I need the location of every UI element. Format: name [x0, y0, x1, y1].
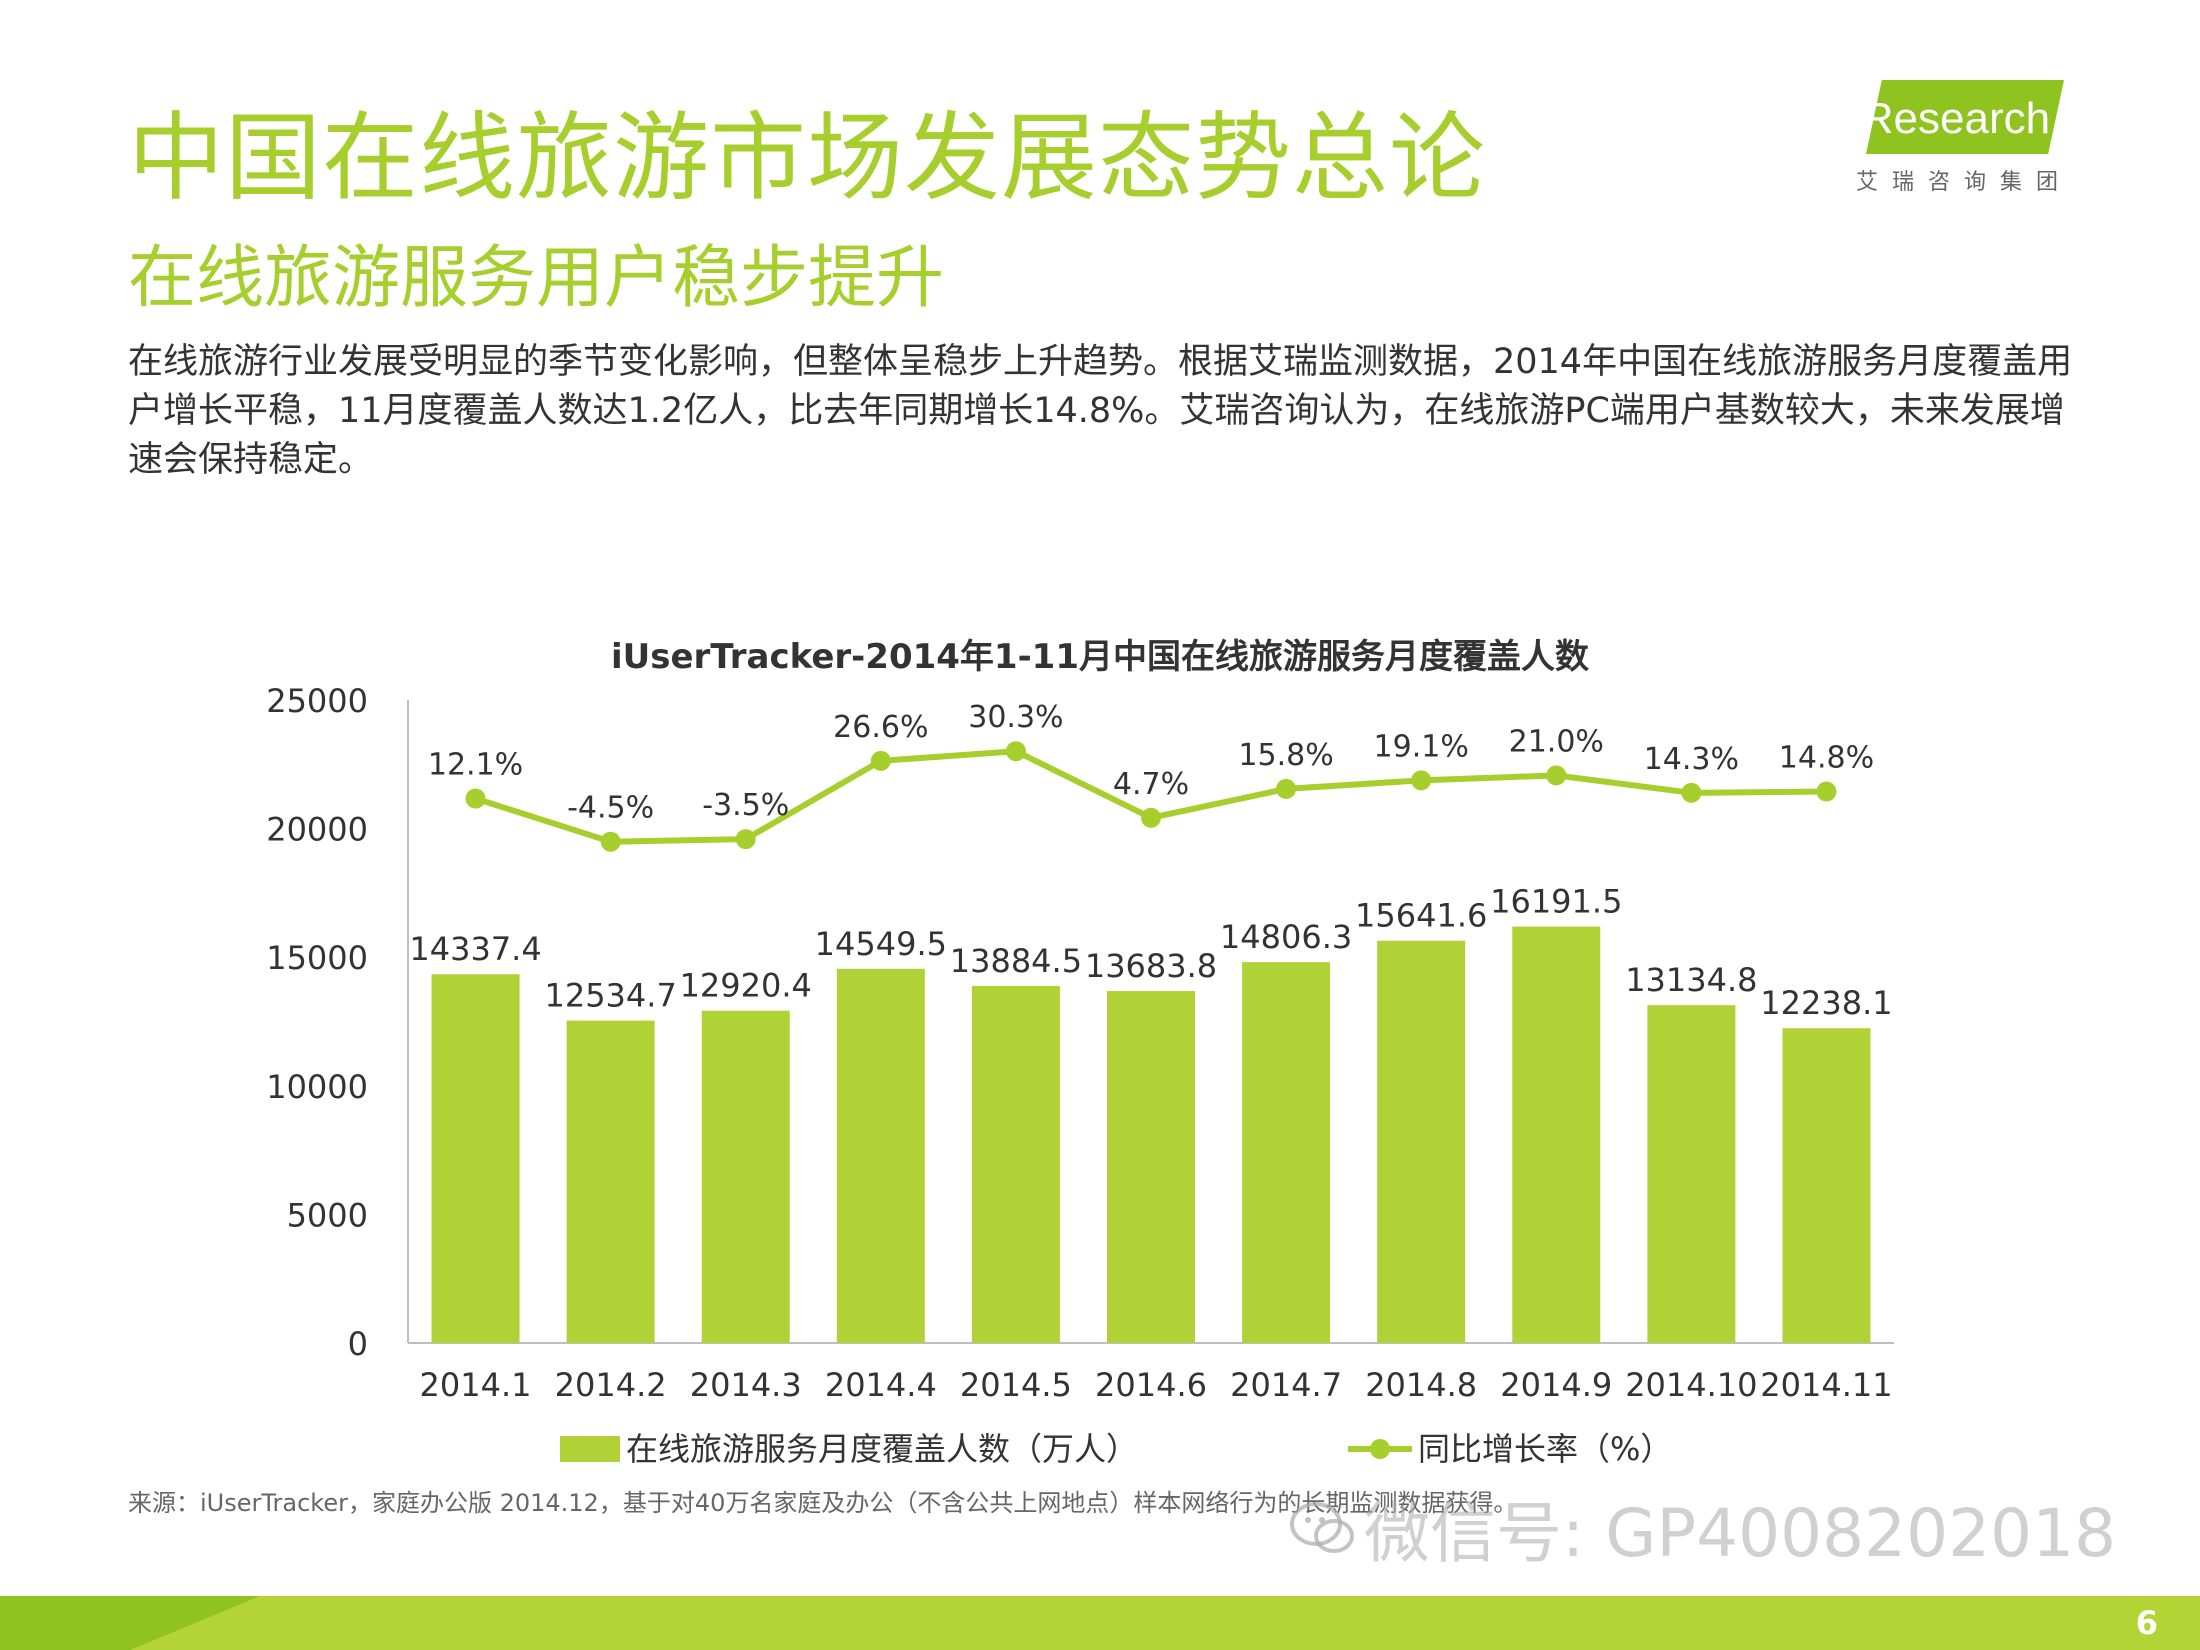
x-tick-label: 2014.3	[690, 1366, 802, 1404]
bar-value-label: 12920.4	[680, 967, 812, 1005]
y-tick-label: 15000	[266, 939, 368, 977]
bar-value-label: 12238.1	[1760, 984, 1892, 1022]
y-tick-label: 0	[348, 1325, 368, 1363]
bar	[1782, 1028, 1871, 1343]
growth-point	[600, 831, 621, 852]
growth-value-label: -4.5%	[567, 791, 654, 826]
growth-point	[1141, 807, 1161, 828]
x-tick-label: 2014.1	[420, 1366, 532, 1404]
growth-point	[1816, 781, 1837, 802]
y-tick-label: 25000	[266, 682, 368, 720]
legend-line-label: 同比增长率（%）	[1418, 1430, 1672, 1468]
bar-value-label: 13134.8	[1625, 961, 1757, 999]
growth-point	[1546, 765, 1567, 786]
x-tick-label: 2014.7	[1230, 1366, 1342, 1404]
intro-paragraph: 在线旅游行业发展受明显的季节变化影响，但整体呈稳步上升趋势。根据艾瑞监测数据，2…	[128, 342, 2073, 480]
x-tick-label: 2014.11	[1760, 1366, 1892, 1404]
page-title: 中国在线旅游市场发展态势总论	[128, 102, 1486, 214]
bar-value-label: 12534.7	[544, 977, 676, 1015]
bar	[1242, 962, 1331, 1343]
bar	[1647, 1005, 1736, 1343]
page-number: 6	[2135, 1604, 2158, 1642]
logo-banner-shape	[1866, 80, 2064, 154]
chart-legend: 在线旅游服务月度覆盖人数（万人） 同比增长率（%）	[560, 1430, 1672, 1468]
bar	[1107, 991, 1195, 1343]
logo-company-name: 艾瑞咨询集团	[1856, 170, 2073, 195]
bar	[566, 1020, 655, 1343]
bar-series	[431, 926, 1871, 1343]
wechat-icon	[1290, 1502, 1354, 1553]
y-tick-label: 20000	[266, 811, 368, 849]
bar-value-label: 13683.8	[1085, 947, 1217, 985]
growth-value-label: 4.7%	[1113, 767, 1189, 802]
growth-point	[1681, 782, 1702, 803]
x-tick-label: 2014.10	[1625, 1366, 1757, 1404]
growth-value-label: 30.3%	[968, 700, 1063, 735]
x-tick-label: 2014.8	[1365, 1366, 1477, 1404]
iresearch-logo: iResearch 艾瑞咨询集团	[1848, 80, 2074, 195]
bar	[1377, 940, 1466, 1343]
bar	[971, 985, 1060, 1343]
growth-point	[735, 829, 756, 850]
x-tick-label: 2014.9	[1500, 1366, 1612, 1404]
y-tick-label: 10000	[266, 1068, 368, 1106]
logo-text: iResearch	[1852, 94, 2051, 143]
chart-axes: 0 5000 10000 15000 20000 25000	[266, 682, 1894, 1363]
bar-value-label: 14806.3	[1220, 918, 1352, 956]
bar-value-label: 16191.5	[1490, 883, 1622, 921]
growth-value-label: 21.0%	[1509, 724, 1604, 759]
coverage-chart: iUserTracker-2014年1-11月中国在线旅游服务月度覆盖人数 0 5…	[266, 637, 1894, 1468]
growth-value-label: 26.6%	[833, 710, 928, 745]
bar-value-label: 14337.4	[409, 930, 541, 968]
growth-point	[1005, 741, 1026, 762]
bar	[836, 968, 925, 1343]
source-note: 来源：iUserTracker，家庭办公版 2014.12，基于对40万名家庭及…	[128, 1489, 1518, 1517]
chart-title: iUserTracker-2014年1-11月中国在线旅游服务月度覆盖人数	[611, 637, 1589, 677]
growth-point	[1411, 770, 1432, 791]
x-tick-label: 2014.4	[825, 1366, 937, 1404]
growth-value-label: 12.1%	[428, 748, 523, 783]
growth-point	[1276, 778, 1297, 799]
footer-bar	[0, 1596, 2200, 1650]
bar-value-label: 15641.6	[1355, 897, 1487, 935]
x-tick-label: 2014.5	[960, 1366, 1072, 1404]
growth-value-label: 19.1%	[1374, 729, 1469, 764]
bar	[1512, 926, 1601, 1343]
growth-value-label: 14.3%	[1644, 742, 1739, 777]
growth-value-label: -3.5%	[702, 788, 789, 823]
growth-value-label: 15.8%	[1238, 738, 1333, 773]
watermark-text: 微信号: GP4008202018	[1364, 1495, 2117, 1572]
growth-value-label: 14.8%	[1779, 741, 1874, 776]
growth-value-labels: 12.1% -4.5% -3.5% 26.6% 30.3% 4.7% 15.8% 19.1% 2…	[428, 700, 1874, 825]
legend-line-marker	[1370, 1439, 1390, 1459]
x-axis-tick-labels: 2014.1 2014.2 2014.3 2014.4 2014.5 2014.6 2014…	[420, 1366, 1893, 1404]
y-tick-label: 5000	[287, 1196, 368, 1234]
growth-line-series	[465, 741, 1837, 852]
x-tick-label: 2014.6	[1095, 1366, 1207, 1404]
bar	[431, 974, 520, 1343]
watermark: 微信号: GP4008202018	[1290, 1488, 2116, 1572]
bar-value-label: 14549.5	[815, 925, 947, 963]
growth-point	[870, 750, 891, 771]
x-tick-label: 2014.2	[555, 1366, 667, 1404]
page-subtitle: 在线旅游服务用户稳步提升	[128, 239, 945, 318]
legend-bar-swatch	[560, 1436, 620, 1462]
growth-point	[465, 788, 486, 809]
bar-value-label: 13884.5	[950, 942, 1082, 980]
bar	[701, 1010, 790, 1343]
legend-bar-label: 在线旅游服务月度覆盖人数（万人）	[626, 1430, 1138, 1468]
